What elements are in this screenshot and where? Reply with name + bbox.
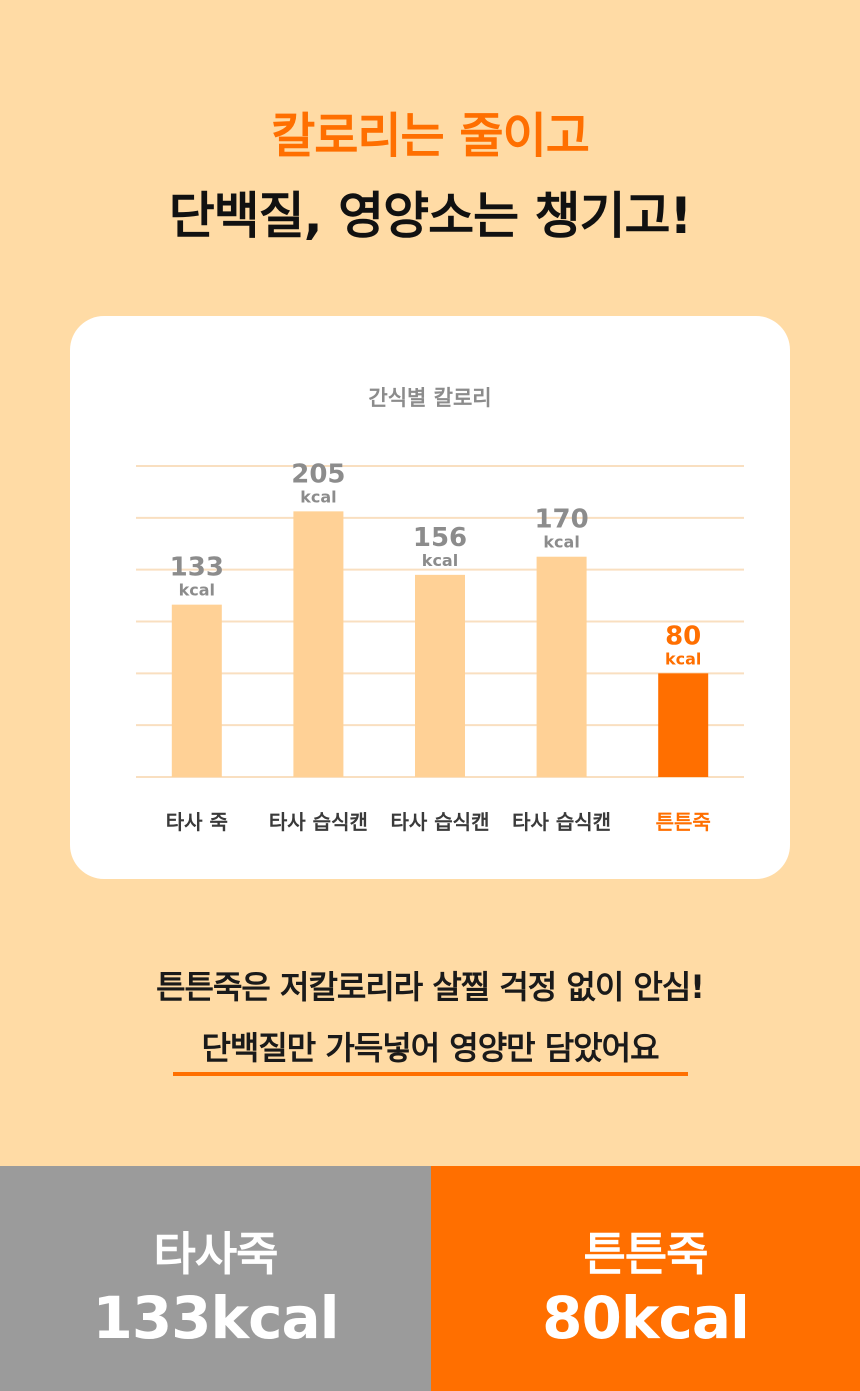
category-tick-label: 타사 습식캔	[512, 810, 611, 834]
category-tick-label: 타사 죽	[166, 810, 228, 834]
bar-unit-label: kcal	[543, 533, 579, 552]
message-underline	[173, 1072, 688, 1076]
bar-value-label: 205	[291, 459, 345, 489]
bar-unit-label: kcal	[665, 649, 701, 668]
headline-line-2: 단백질, 영양소는 챙기고!	[168, 187, 693, 245]
bar-unit-label: kcal	[422, 551, 458, 570]
comparison-left-name: 타사죽	[153, 1227, 279, 1281]
comparison-panel-left: 타사죽 133kcal	[0, 1166, 431, 1391]
bar-value-label: 133	[170, 553, 224, 583]
comparison-left-value: 133kcal	[92, 1284, 339, 1352]
comparison-right-name: 튼튼죽	[583, 1227, 709, 1281]
category-tick-label: 튼튼죽	[656, 810, 711, 834]
bar	[415, 574, 465, 777]
bar-value-label: 80	[665, 621, 701, 651]
chart-title: 간식별 칼로리	[368, 386, 492, 410]
bar	[536, 556, 587, 777]
bar-unit-label: kcal	[179, 581, 215, 600]
message-line-2: 단백질만 가득넣어 영양만 담았어요	[201, 1029, 659, 1067]
category-tick-label: 타사 습식캔	[391, 810, 490, 834]
bar	[658, 673, 709, 777]
bar	[171, 604, 222, 777]
message-line-1: 튼튼죽은 저칼로리라 살찔 걱정 없이 안심!	[156, 968, 705, 1006]
bar	[293, 511, 344, 777]
category-tick-label: 타사 습식캔	[269, 810, 368, 834]
comparison-right-value: 80kcal	[542, 1284, 750, 1352]
chart-card: 간식별 칼로리 133 kcal 타사 죽 205 kcal 타사 습식캔 156 kcal 타…	[70, 316, 790, 879]
bar-unit-label: kcal	[300, 487, 336, 506]
comparison-panel-right: 튼튼죽 80kcal	[431, 1166, 860, 1391]
bar-value-label: 170	[534, 505, 588, 535]
bar-value-label: 156	[413, 523, 467, 553]
headline-line-1: 칼로리는 줄이고	[271, 108, 590, 164]
